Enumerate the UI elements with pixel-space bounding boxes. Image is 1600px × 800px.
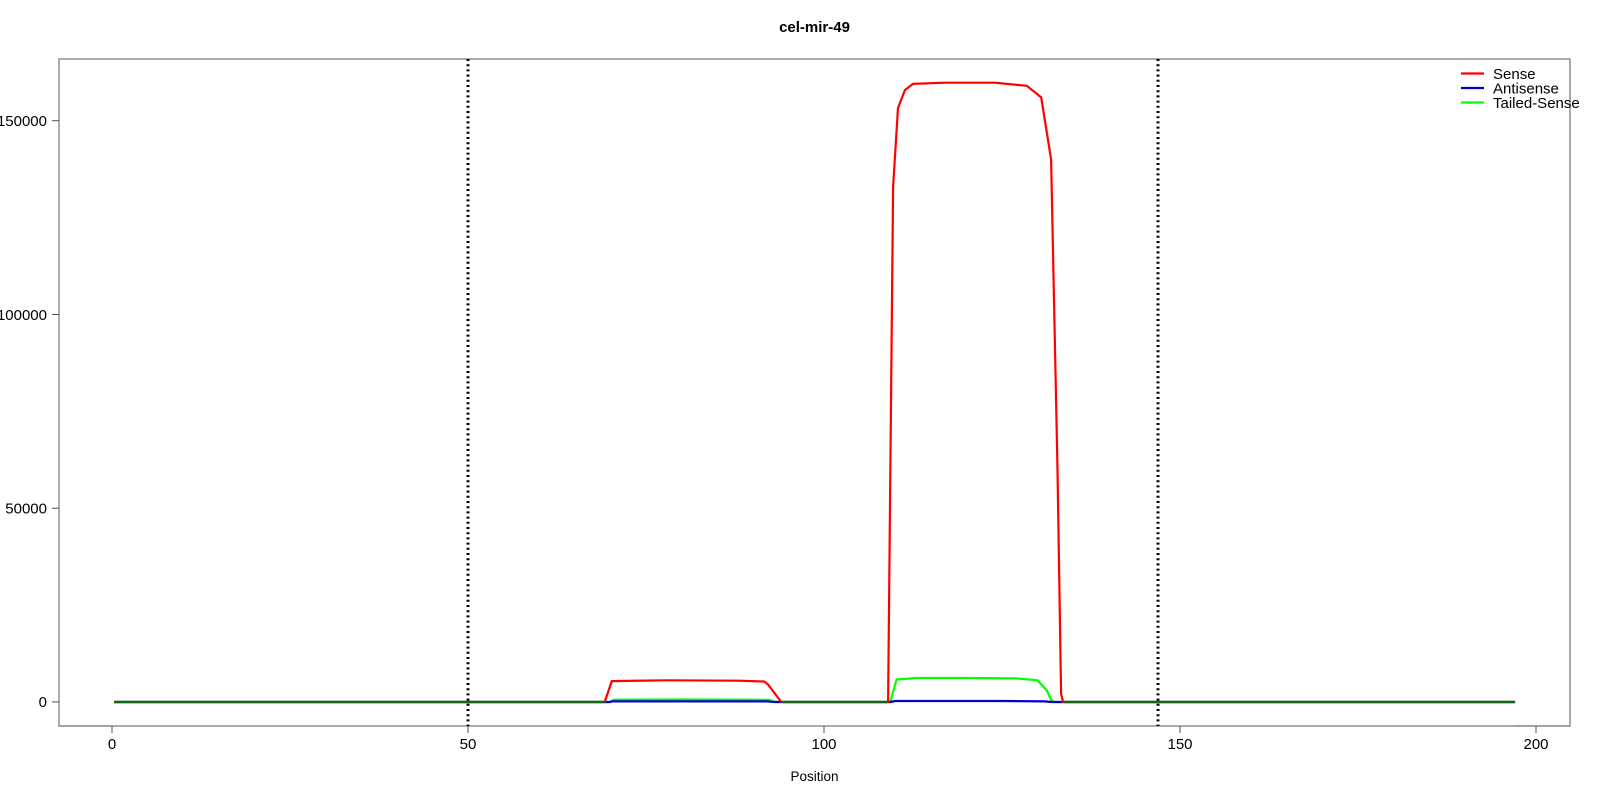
svg-text:200: 200 <box>1523 736 1548 753</box>
svg-text:50000: 50000 <box>5 501 47 518</box>
svg-text:Tailed-Sense: Tailed-Sense <box>1493 95 1580 112</box>
svg-text:0: 0 <box>39 694 47 711</box>
svg-text:50: 50 <box>460 736 477 753</box>
svg-text:100000: 100000 <box>0 307 47 324</box>
svg-text:150: 150 <box>1167 736 1192 753</box>
svg-text:0: 0 <box>108 736 116 753</box>
svg-text:150000: 150000 <box>0 113 47 130</box>
svg-text:100: 100 <box>811 736 836 753</box>
